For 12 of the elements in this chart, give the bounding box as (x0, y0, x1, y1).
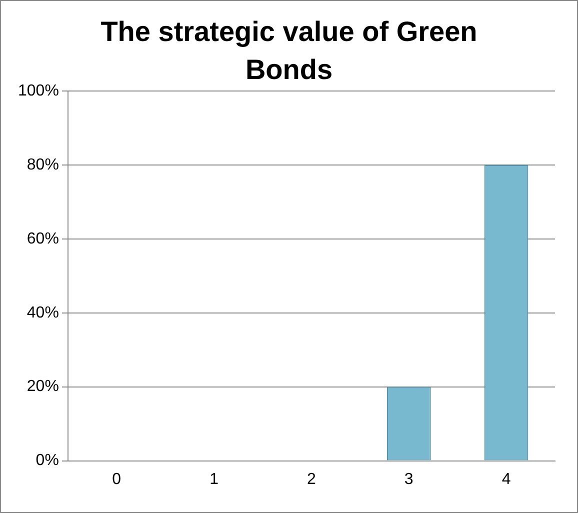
y-tick-label: 40% (26, 304, 59, 322)
y-tick-label: 80% (26, 156, 59, 174)
y-tick-label: 0% (36, 452, 59, 470)
x-tick-label: 0 (112, 470, 122, 488)
x-tick-label: 4 (502, 470, 511, 488)
y-tick-label: 60% (26, 230, 59, 248)
chart-title: The strategic value of Green Bonds (100, 15, 478, 87)
y-tick-label: 20% (26, 378, 59, 396)
y-tick-label: 100% (18, 82, 59, 100)
x-tick-label: 2 (307, 470, 316, 488)
x-tick-label: 3 (404, 470, 414, 488)
x-tick-label: 1 (210, 470, 219, 488)
